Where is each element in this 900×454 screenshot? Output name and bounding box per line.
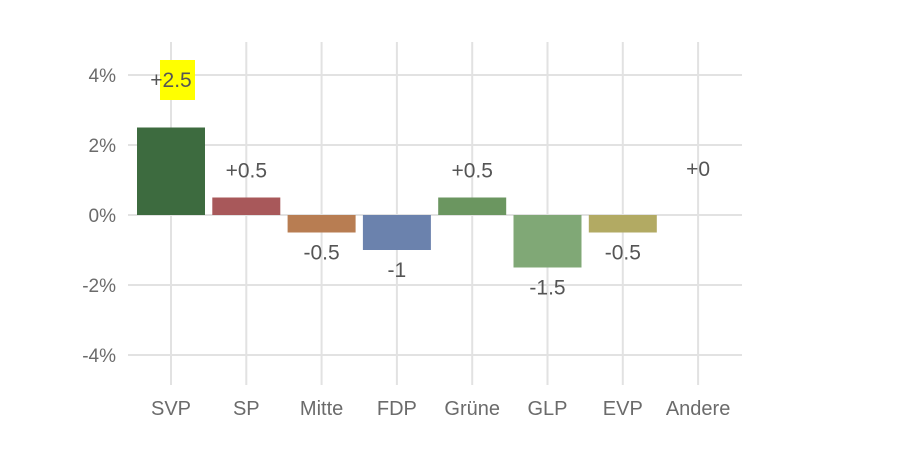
- data-label: -1.5: [529, 277, 565, 300]
- bar-glp: [513, 215, 582, 268]
- x-category-label: SP: [233, 398, 260, 420]
- data-labels: +2.5 +0.5 -0.5 -1 +0.5 -1.5 -0.5 +0: [150, 60, 710, 300]
- y-axis-ticks: 4% 2% 0% -2% -4%: [82, 66, 116, 367]
- data-label: -0.5: [304, 242, 340, 265]
- data-label: -0.5: [605, 242, 641, 265]
- y-tick-label: -4%: [82, 346, 116, 367]
- x-category-label: Grüne: [444, 398, 500, 420]
- x-category-label: GLP: [527, 398, 567, 420]
- y-tick-label: 4%: [89, 66, 117, 87]
- x-category-label: Mitte: [300, 398, 343, 420]
- bar-mitte: [287, 215, 356, 233]
- data-label: -1: [388, 259, 407, 282]
- bar-grüne: [438, 197, 507, 215]
- bar-evp: [588, 215, 657, 233]
- x-category-label: EVP: [603, 398, 643, 420]
- x-category-label: FDP: [377, 398, 417, 420]
- y-tick-label: 0%: [89, 206, 117, 227]
- bar-svp: [137, 127, 205, 215]
- bars: [137, 127, 657, 268]
- data-label: +2.5: [150, 69, 191, 92]
- bar-sp: [212, 197, 281, 215]
- bar-fdp: [362, 215, 431, 250]
- label-highlight: [160, 60, 195, 100]
- x-axis-categories: SVP SP Mitte FDP Grüne GLP EVP Andere: [151, 398, 730, 420]
- x-category-label: SVP: [151, 398, 191, 420]
- data-label: +0.5: [451, 160, 492, 183]
- y-tick-label: -2%: [82, 276, 116, 297]
- y-tick-label: 2%: [89, 136, 117, 157]
- data-label: +0.5: [226, 160, 267, 183]
- x-category-label: Andere: [666, 398, 731, 420]
- data-label: +0: [686, 158, 710, 181]
